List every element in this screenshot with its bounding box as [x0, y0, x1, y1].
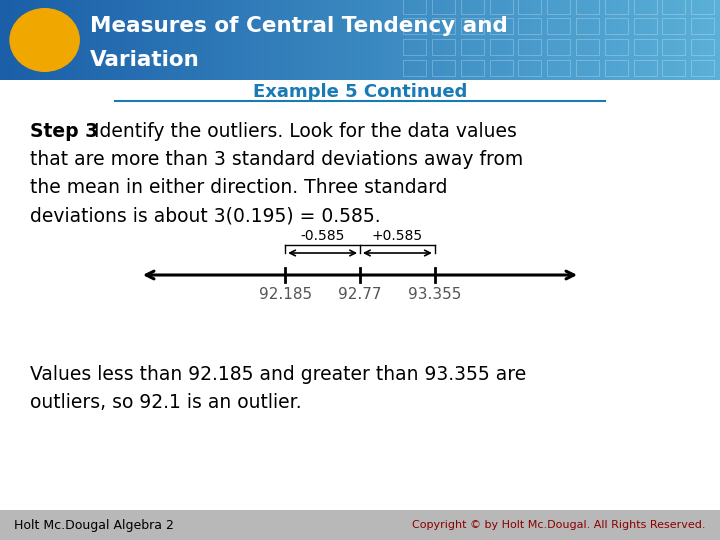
Text: 92.77: 92.77	[338, 287, 382, 302]
Bar	[432, 60, 455, 76]
Bar	[518, 39, 541, 55]
Bar	[490, 18, 513, 35]
Bar	[634, 60, 657, 76]
Bar	[662, 39, 685, 55]
Bar	[461, 0, 484, 14]
Text: 92.185: 92.185	[258, 287, 312, 302]
Ellipse shape	[9, 8, 80, 72]
Bar	[547, 0, 570, 14]
Bar	[691, 0, 714, 14]
Bar	[605, 60, 628, 76]
Text: outliers, so 92.1 is an outlier.: outliers, so 92.1 is an outlier.	[30, 393, 302, 412]
Text: Holt Mc.Dougal Algebra 2: Holt Mc.Dougal Algebra 2	[14, 518, 174, 531]
Bar	[490, 60, 513, 76]
Text: Values less than 92.185 and greater than 93.355 are: Values less than 92.185 and greater than…	[30, 365, 526, 384]
Bar	[662, 0, 685, 14]
Bar	[605, 0, 628, 14]
Bar	[605, 18, 628, 35]
Bar	[547, 60, 570, 76]
Bar	[547, 39, 570, 55]
Bar	[403, 39, 426, 55]
Bar	[547, 18, 570, 35]
Text: Step 3: Step 3	[30, 122, 98, 141]
Bar	[576, 39, 599, 55]
Bar	[634, 39, 657, 55]
Text: the mean in either direction. Three standard: the mean in either direction. Three stan…	[30, 178, 448, 197]
Bar	[662, 60, 685, 76]
Bar	[691, 60, 714, 76]
Text: deviations is about 3(0.195) = 0.585.: deviations is about 3(0.195) = 0.585.	[30, 206, 381, 225]
Bar	[403, 60, 426, 76]
Bar	[490, 0, 513, 14]
Text: that are more than 3 standard deviations away from: that are more than 3 standard deviations…	[30, 150, 523, 169]
Text: -0.585: -0.585	[300, 229, 345, 243]
Text: +0.585: +0.585	[372, 229, 423, 243]
Text: Example 5 Continued: Example 5 Continued	[253, 83, 467, 101]
Bar	[634, 18, 657, 35]
Text: Variation: Variation	[90, 50, 199, 70]
Bar	[461, 60, 484, 76]
Text: Copyright © by Holt Mc.Dougal. All Rights Reserved.: Copyright © by Holt Mc.Dougal. All Right…	[412, 520, 706, 530]
Bar	[461, 39, 484, 55]
Bar	[576, 60, 599, 76]
Bar	[634, 0, 657, 14]
Bar	[605, 39, 628, 55]
Bar	[432, 18, 455, 35]
Bar	[662, 18, 685, 35]
Bar	[576, 18, 599, 35]
Bar	[691, 18, 714, 35]
Bar	[432, 0, 455, 14]
Bar	[576, 0, 599, 14]
Bar	[518, 60, 541, 76]
Bar	[518, 18, 541, 35]
Bar	[403, 0, 426, 14]
Text: 93.355: 93.355	[408, 287, 462, 302]
Text: Identify the outliers. Look for the data values: Identify the outliers. Look for the data…	[88, 122, 517, 141]
Text: Measures of Central Tendency and: Measures of Central Tendency and	[90, 16, 508, 36]
Bar	[403, 18, 426, 35]
Bar	[432, 39, 455, 55]
Bar	[518, 0, 541, 14]
Bar	[490, 39, 513, 55]
Bar	[691, 39, 714, 55]
Bar	[461, 18, 484, 35]
